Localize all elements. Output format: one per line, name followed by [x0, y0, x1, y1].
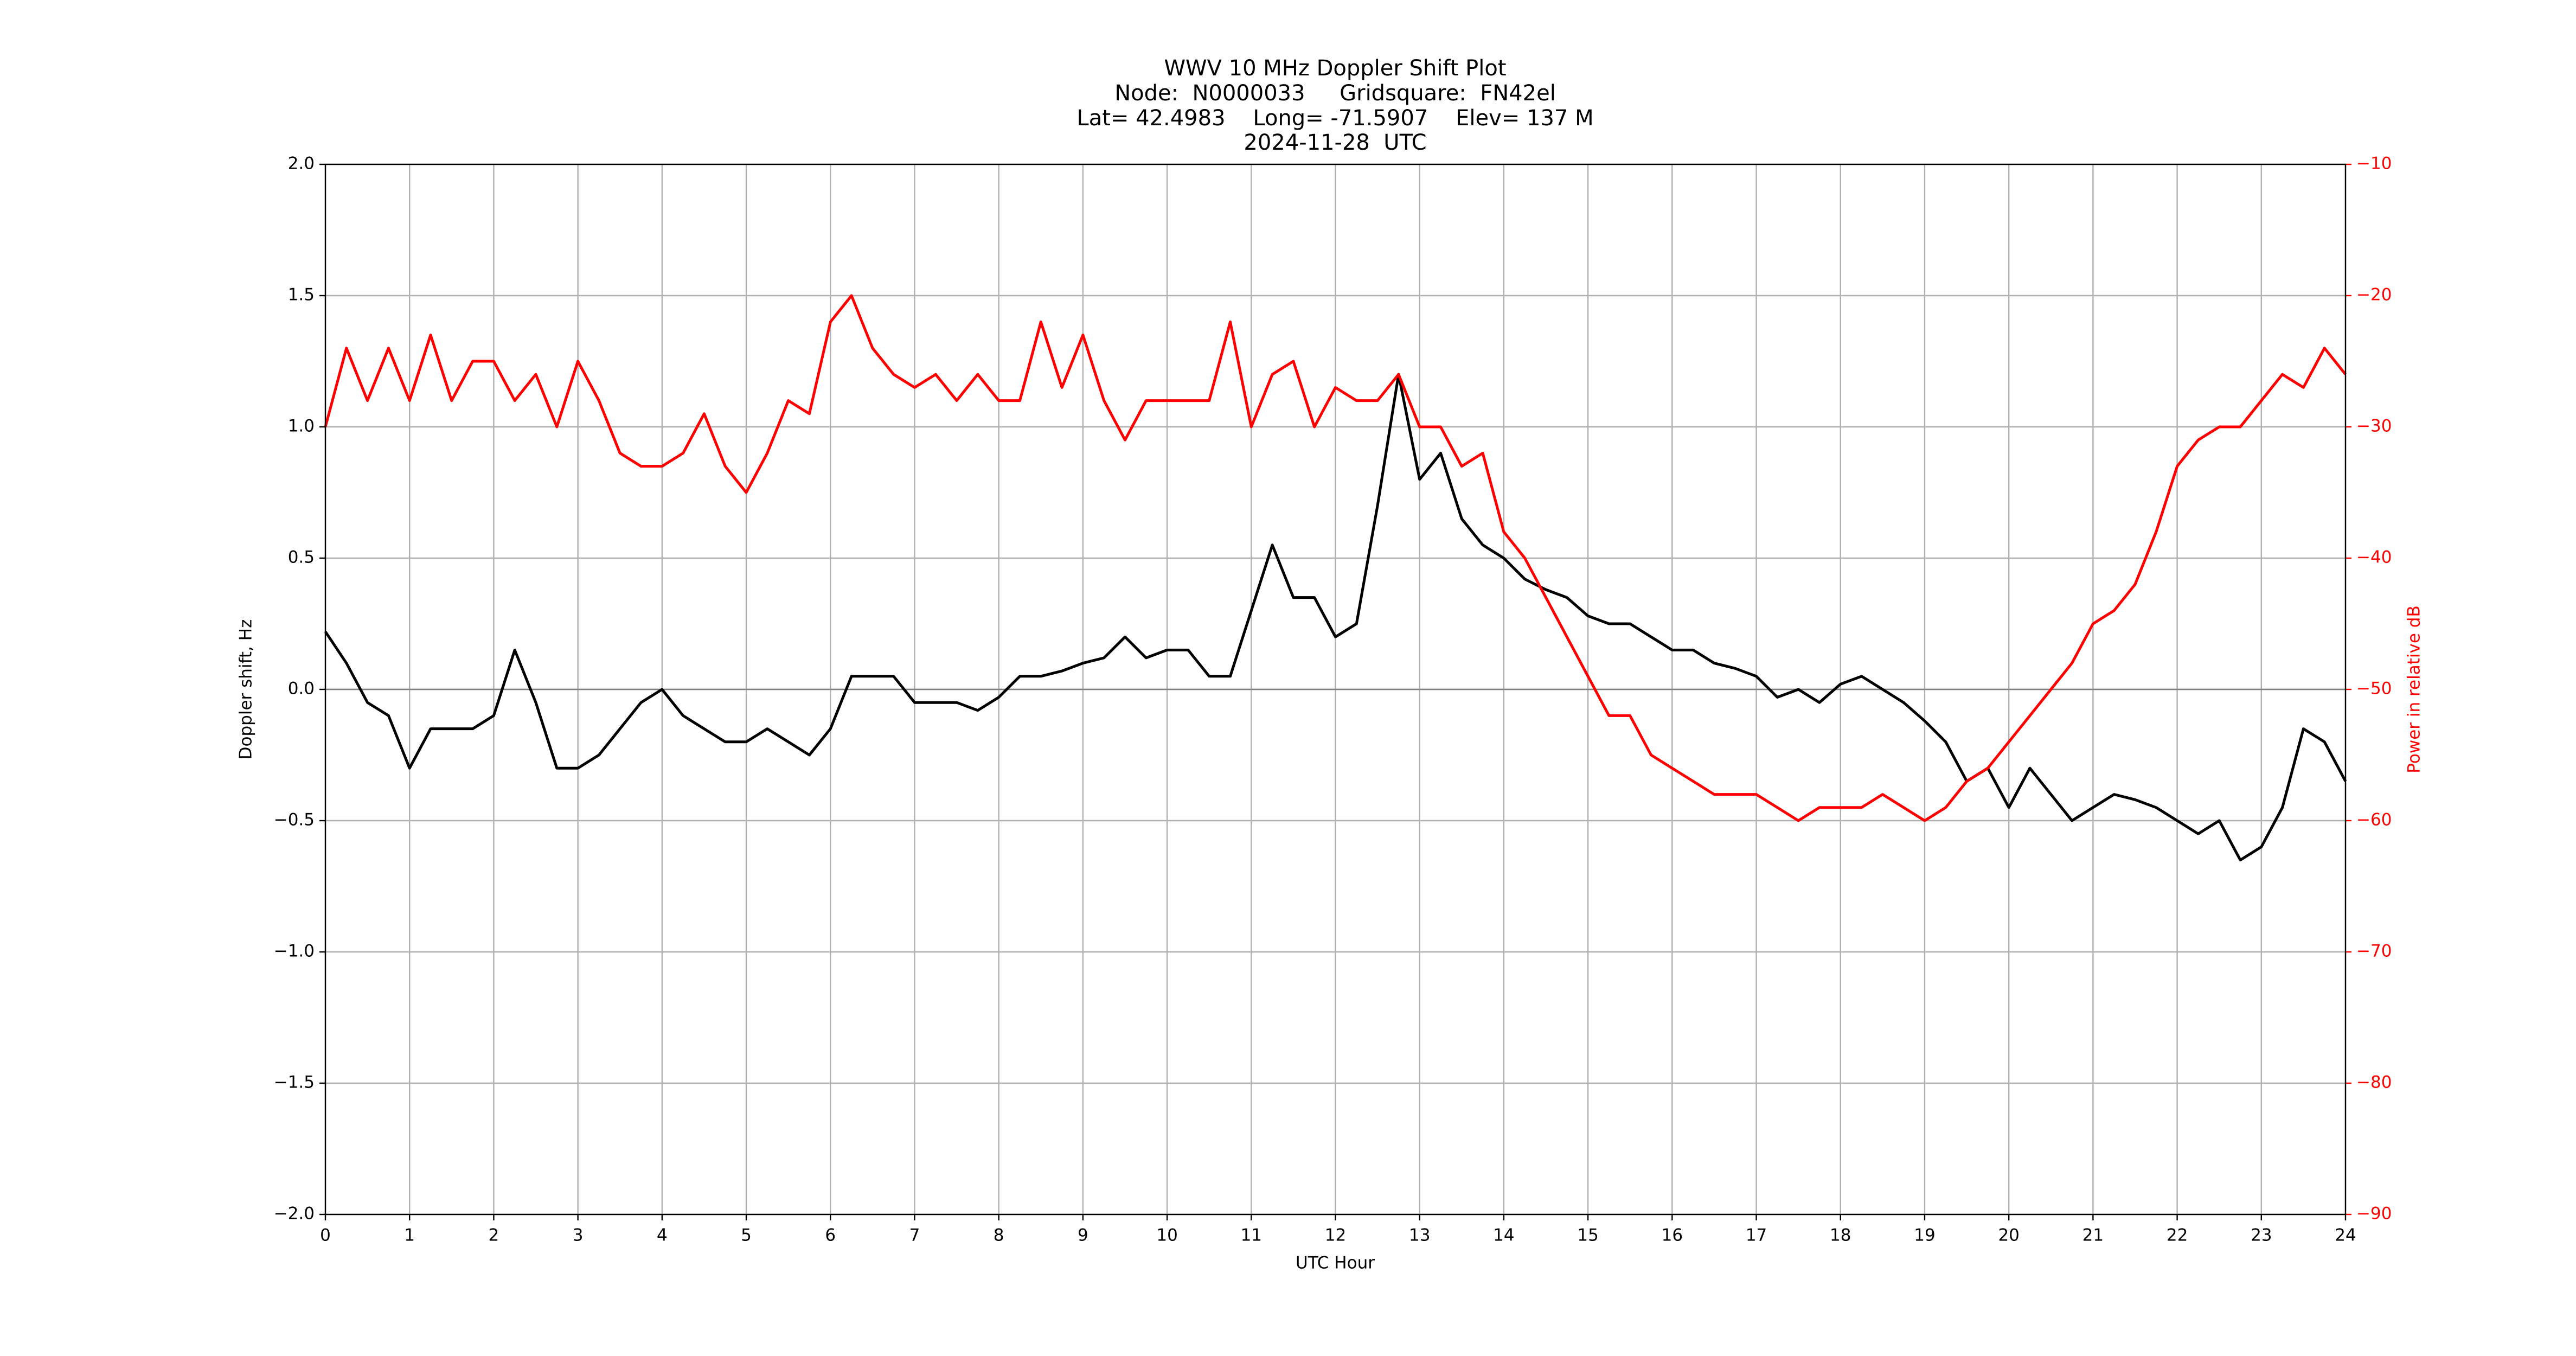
x-tick-label: 19 — [1914, 1226, 1935, 1245]
y-tick-label: 2.0 — [288, 154, 315, 174]
x-tick-label: 2 — [489, 1226, 499, 1245]
x-tick-label: 22 — [2167, 1226, 2188, 1245]
x-tick-label: 14 — [1493, 1226, 1514, 1245]
series-line — [324, 373, 2347, 862]
x-tick-label: 16 — [1662, 1226, 1683, 1245]
x-tick-label: 12 — [1325, 1226, 1346, 1245]
x-tick-label: 4 — [657, 1226, 668, 1245]
y2-tick-label: −30 — [2356, 417, 2392, 436]
y-tick-label: −1.0 — [274, 942, 315, 961]
x-tick-label: 21 — [2082, 1226, 2104, 1245]
x-tick-label: 17 — [1746, 1226, 1767, 1245]
chart-title: 2024-11-28 UTC — [1244, 130, 1426, 155]
y2-tick-label: −50 — [2356, 679, 2392, 699]
x-tick-label: 20 — [1998, 1226, 2019, 1245]
x-tick-label: 5 — [741, 1226, 752, 1245]
x-tick-label: 6 — [825, 1226, 836, 1245]
y-tick-label: −1.5 — [274, 1073, 315, 1092]
y-tick-label: 0.5 — [288, 548, 315, 567]
x-tick-label: 13 — [1409, 1226, 1430, 1245]
y2-tick-label: −20 — [2356, 285, 2392, 305]
y-tick-label: 0.0 — [288, 679, 315, 699]
x-tick-label: 8 — [994, 1226, 1004, 1245]
chart-title: WWV 10 MHz Doppler Shift Plot — [1164, 56, 1506, 81]
x-tick-label: 24 — [2335, 1226, 2356, 1245]
x-tick-label: 9 — [1078, 1226, 1088, 1245]
x-tick-label: 3 — [573, 1226, 584, 1245]
y-tick-label: −2.0 — [274, 1204, 315, 1224]
series-line — [324, 294, 2347, 822]
y2-tick-label: −40 — [2356, 548, 2392, 567]
x-tick-label: 1 — [404, 1226, 415, 1245]
x-tick-label: 15 — [1577, 1226, 1598, 1245]
x-tick-label: 23 — [2251, 1226, 2272, 1245]
y-tick-label: 1.5 — [288, 285, 315, 305]
y2-tick-label: −60 — [2356, 810, 2392, 830]
y2-tick-label: −90 — [2356, 1204, 2392, 1224]
plot-frame — [324, 163, 2347, 1216]
chart-title: Node: N0000033 Gridsquare: FN42el — [1114, 81, 1556, 106]
y2-tick-label: −80 — [2356, 1073, 2392, 1092]
y-tick-label: 1.0 — [288, 417, 315, 436]
chart-title: Lat= 42.4983 Long= -71.5907 Elev= 137 M — [1076, 106, 1593, 131]
y-tick-label: −0.5 — [274, 810, 315, 830]
x-tick-label: 10 — [1156, 1226, 1177, 1245]
y2-axis-label: Power in relative dB — [2405, 605, 2424, 773]
y2-tick-label: −10 — [2356, 154, 2392, 174]
y2-tick-label: −70 — [2356, 942, 2392, 961]
y-axis-label: Doppler shift, Hz — [236, 619, 256, 760]
x-tick-label: 7 — [909, 1226, 920, 1245]
x-tick-label: 11 — [1241, 1226, 1262, 1245]
x-axis-label: UTC Hour — [1296, 1253, 1375, 1273]
x-tick-label: 0 — [320, 1226, 331, 1245]
x-tick-label: 18 — [1830, 1226, 1851, 1245]
